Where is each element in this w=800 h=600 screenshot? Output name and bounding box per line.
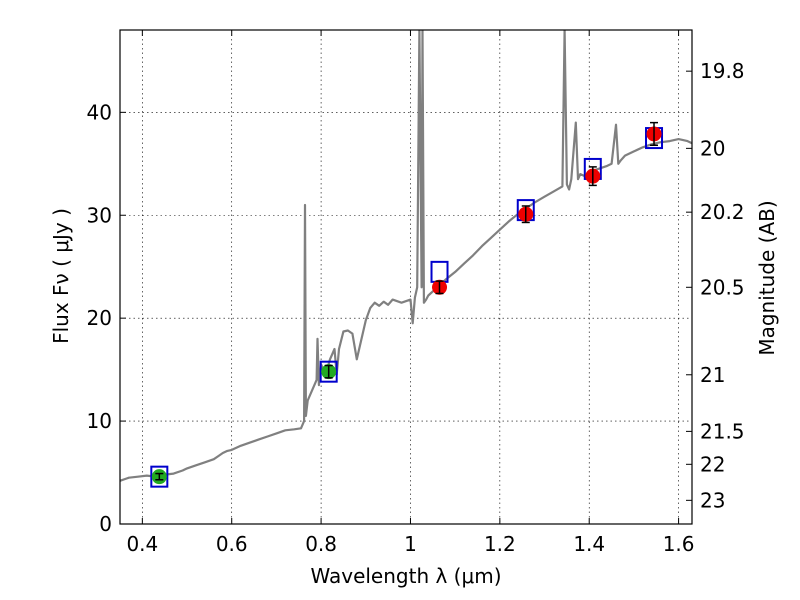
right-tick-label: 21: [700, 363, 725, 387]
y-axis-title: Flux Fν ( μJy ): [49, 208, 73, 344]
right-tick-label: 20: [700, 136, 725, 160]
right-tick-label: 21.5: [700, 419, 745, 443]
x-axis-title: Wavelength λ (μm): [310, 564, 501, 588]
plot-frame: [119, 29, 693, 525]
x-tick-label: 0.8: [305, 532, 337, 556]
spectrum: [120, 30, 692, 482]
spectrum-line: [120, 30, 692, 482]
model-photometry-square: [319, 360, 338, 383]
right-tick-label: 19.8: [700, 59, 745, 83]
right-tick-label: 22: [700, 452, 725, 476]
right-tick-label: 23: [700, 488, 725, 512]
grid: [120, 30, 692, 525]
y-tick-label: 0: [99, 512, 112, 536]
x-tick-label: 1.6: [663, 532, 695, 556]
axis-ticks: 0.4 0.6 0.8 1 1.2 1.4 1.6 0 10 20 30 40 19.8 20 20.2 20…: [87, 30, 745, 556]
y-tick-label: 10: [87, 409, 112, 433]
x-tick-label: 1: [404, 532, 417, 556]
model-photometry-square: [150, 465, 169, 488]
y-tick-label: 30: [87, 203, 112, 227]
x-tick-label: 0.6: [216, 532, 248, 556]
x-tick-label: 1.2: [484, 532, 516, 556]
x-tick-label: 0.4: [126, 532, 158, 556]
right-axis-title: Magnitude (AB): [755, 200, 779, 355]
y-tick-label: 40: [87, 100, 112, 124]
y-tick-label: 20: [87, 306, 112, 330]
right-tick-label: 20.2: [700, 200, 745, 224]
photometry-markers: [150, 121, 664, 488]
right-tick-label: 20.5: [700, 275, 745, 299]
x-tick-label: 1.4: [573, 532, 605, 556]
